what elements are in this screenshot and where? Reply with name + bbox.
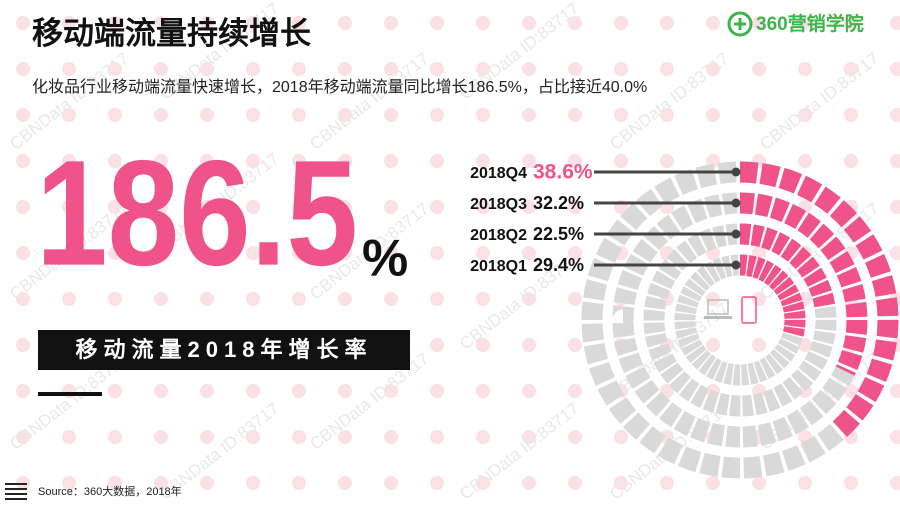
ring-bar (739, 192, 868, 376)
value-label: 32.2% (533, 193, 584, 213)
value-label: 38.6% (533, 161, 593, 184)
category-label: 2018Q1 (470, 258, 527, 275)
leader-dot (731, 167, 741, 177)
radial-chart: 2018Q4 38.6% 2018Q3 32.2% 2018Q2 22.5% 2018Q1 2… (470, 161, 899, 479)
leader-dot (731, 229, 741, 239)
logo: 360营销学院 (727, 11, 864, 37)
source-icon (5, 483, 27, 500)
headline: 186.5 (36, 129, 358, 297)
device-icons (704, 296, 757, 324)
source: Source：360大数据，2018年 (38, 484, 182, 498)
ring-bar (739, 254, 806, 338)
divider (38, 392, 102, 396)
logo-text: 360营销学院 (756, 12, 864, 35)
logo-cross (734, 18, 746, 30)
leader-dot (731, 198, 741, 208)
ring-bar (739, 161, 899, 440)
ring-bar (739, 223, 836, 309)
category-label: 2018Q2 (470, 227, 527, 244)
category-label: 2018Q4 (470, 165, 527, 182)
caption-band (38, 330, 410, 370)
title: 移动端流量持续增长 (32, 16, 311, 51)
subtitle: 化妆品行业移动端流量快速增长，2018年移动端流量同比增长186.5%，占比接近… (32, 78, 647, 96)
headline-unit: % (362, 230, 408, 288)
value-label: 22.5% (533, 224, 584, 244)
logo-icon (727, 11, 753, 37)
category-label: 2018Q3 (470, 196, 527, 213)
caption: 移动流量2018年增长率 (76, 337, 373, 362)
value-label: 29.4% (533, 255, 584, 275)
leader-dot (731, 260, 741, 270)
